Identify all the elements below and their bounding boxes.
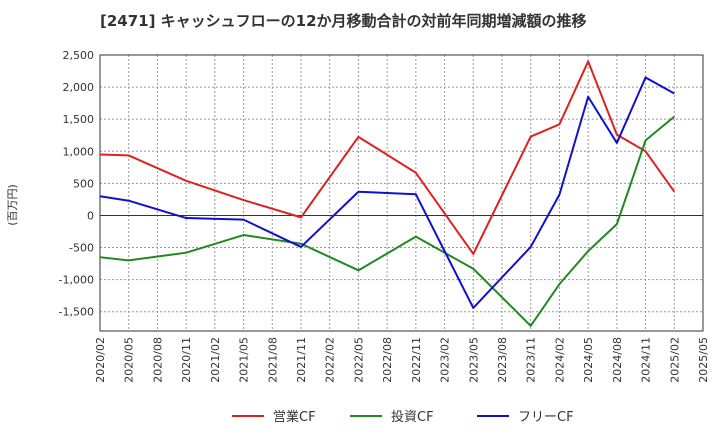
series-line [99, 60, 676, 255]
y-tick-label: -1,000 [59, 274, 94, 287]
legend: 営業CF 投資CF フリーCF [232, 409, 574, 425]
y-tick-label: 0 [87, 209, 94, 222]
x-tick-label: 2022/08 [381, 337, 394, 383]
y-tick-label: 2,000 [63, 81, 95, 94]
y-tick-label: 1,000 [63, 145, 95, 158]
plot-frame [99, 54, 704, 332]
x-axis-ticks: 2020/02 2020/05 2020/08 2020/11 2021/02 2021/… [94, 337, 710, 383]
legend-label: フリーCF [518, 410, 574, 425]
x-tick-label: 2024/11 [640, 337, 653, 383]
x-tick-label: 2020/11 [180, 337, 193, 383]
y-axis-ticks: 2,500 2,000 1,500 1,000 500 0 -500 -1,000 -1,500 [59, 49, 94, 319]
y-tick-label: 500 [73, 177, 94, 190]
series-lines [99, 60, 676, 327]
x-tick-label: 2023/11 [525, 337, 538, 383]
x-tick-label: 2020/02 [94, 337, 107, 383]
chart-title: [2471] キャッシュフローの12か月移動合計の対前年同期増減額の推移 [100, 12, 587, 30]
x-tick-label: 2021/08 [266, 337, 279, 383]
legend-label: 投資CF [391, 409, 434, 425]
x-tick-label: 2021/11 [295, 337, 308, 383]
x-tick-label: 2025/05 [697, 337, 710, 383]
y-tick-label: 2,500 [63, 49, 95, 62]
x-tick-label: 2021/05 [238, 337, 251, 383]
x-tick-label: 2020/08 [151, 337, 164, 383]
x-tick-label: 2021/02 [209, 337, 222, 383]
x-tick-label: 2020/05 [123, 337, 136, 383]
x-tick-label: 2022/11 [410, 337, 423, 383]
plot-border [99, 54, 704, 332]
x-tick-label: 2023/08 [496, 337, 509, 383]
x-tick-label: 2024/02 [553, 337, 566, 383]
legend-label: 営業CF [273, 409, 316, 425]
y-tick-label: -500 [69, 242, 94, 255]
x-tick-label: 2023/02 [439, 337, 452, 383]
x-tick-label: 2024/05 [582, 337, 595, 383]
y-tick-label: -1,500 [59, 306, 94, 319]
x-tick-label: 2022/05 [352, 337, 365, 383]
x-tick-label: 2022/02 [324, 337, 337, 383]
y-tick-label: 1,500 [63, 113, 95, 126]
y-axis-label: (百万円) [6, 184, 19, 226]
series-line [99, 76, 675, 309]
x-tick-label: 2025/02 [668, 337, 681, 383]
x-tick-label: 2023/05 [467, 337, 480, 383]
x-tick-label: 2024/08 [611, 337, 624, 383]
